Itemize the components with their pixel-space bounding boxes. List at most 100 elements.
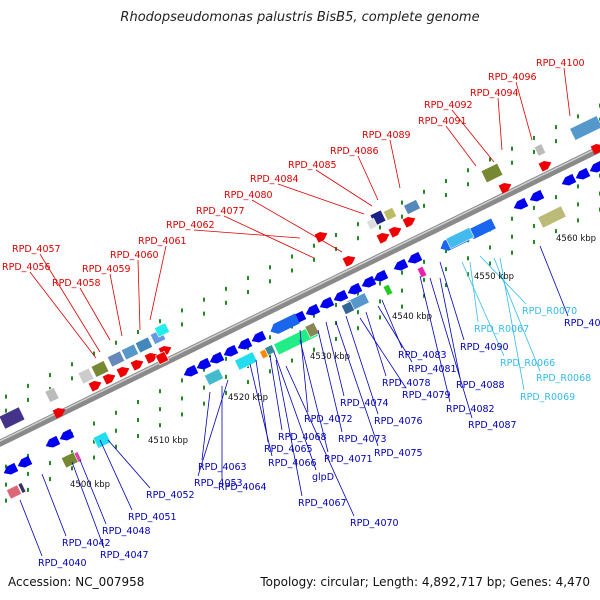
track-dot [379, 315, 381, 320]
track-dot [247, 276, 249, 281]
track-dot [115, 410, 117, 415]
forward-gene [116, 366, 130, 378]
track-dot [137, 433, 139, 438]
forward-gene [88, 380, 102, 392]
leader-line [299, 329, 309, 413]
gene-label: RPD_4067 [298, 498, 347, 509]
reverse-gene [223, 344, 239, 357]
track-dot [555, 229, 557, 234]
leader-line [325, 321, 345, 397]
gene-label: RPD_4070 [350, 518, 399, 529]
leader-line [201, 391, 211, 461]
feature-block [90, 360, 110, 378]
leader-line [335, 321, 379, 447]
track-dot [577, 114, 579, 119]
genome-summary: Topology: circular; Length: 4,892,717 bp… [260, 575, 590, 589]
track-dot [93, 439, 95, 444]
gene-label: RPD_4081 [408, 364, 457, 375]
leader-line [107, 439, 151, 489]
feature-block [533, 143, 547, 157]
feature-block [154, 350, 170, 366]
track-dot [269, 335, 271, 340]
gene-label: RPD_4066 [268, 458, 317, 469]
gene-label: RPD_R0066 [500, 358, 555, 369]
track-dot [225, 300, 227, 305]
leader-line [315, 169, 373, 207]
leader-line [71, 461, 105, 549]
track-dot [49, 373, 51, 378]
leader-line [515, 81, 533, 141]
track-dot [467, 272, 469, 277]
leader-line [273, 351, 317, 471]
leader-line [429, 277, 473, 419]
track-dot [225, 374, 227, 379]
track-dot [511, 216, 513, 221]
track-dot [445, 249, 447, 254]
feature-block [366, 217, 378, 231]
gene-label: RPD_4091 [418, 116, 467, 127]
leader-line [99, 439, 133, 511]
feature-block [569, 115, 600, 141]
leader-line [275, 359, 303, 497]
track-dot [203, 311, 205, 316]
track-dot [577, 218, 579, 223]
leader-line [29, 271, 97, 359]
genome-backbone [0, 144, 600, 447]
track-dot [159, 423, 161, 428]
reverse-gene [17, 455, 33, 468]
gene-label: RPD_4061 [138, 236, 187, 247]
track-dot [137, 399, 139, 404]
track-dot [489, 261, 491, 266]
leader-line [197, 379, 229, 477]
gene-label: RPD_4051 [128, 512, 177, 523]
reverse-gene [45, 435, 61, 448]
leader-line [451, 109, 495, 163]
track-dot [401, 200, 403, 205]
track-dot [115, 340, 117, 345]
reverse-gene [196, 357, 212, 370]
track-dot [555, 139, 557, 144]
track-dot [335, 232, 337, 237]
track-dot [445, 283, 447, 288]
reverse-gene [373, 269, 389, 282]
gene-label: RPD_4072 [304, 414, 353, 425]
leader-line [439, 277, 461, 379]
track-dot [49, 461, 51, 466]
track-dot [533, 149, 535, 154]
gene-label: RPD_4090 [460, 342, 509, 353]
track-dot [489, 157, 491, 162]
track-dot [577, 202, 579, 207]
leader-line [39, 253, 101, 353]
feature-block [445, 226, 475, 250]
feature-block [0, 406, 26, 430]
feature-block [44, 387, 60, 403]
reverse-gene [251, 330, 267, 343]
gene-label: RPD_4062 [166, 220, 215, 231]
gene-label: glpD [312, 472, 334, 483]
track-dot [159, 389, 161, 394]
gene-label: RPD_4080 [224, 190, 273, 201]
feature-block [134, 336, 154, 354]
leader-line [419, 275, 451, 403]
leader-line [299, 339, 329, 453]
leader-line [461, 261, 505, 357]
reverse-gene [513, 197, 529, 210]
leader-line [41, 473, 67, 537]
leader-line [137, 259, 141, 331]
track-dot [313, 243, 315, 248]
track-dot [49, 477, 51, 482]
track-dot [401, 288, 403, 293]
gene-label: RPD_R0068 [536, 373, 591, 384]
gene-label: RPD_4052 [146, 490, 195, 501]
reverse-gene [3, 462, 19, 475]
forward-gene [342, 255, 356, 267]
track-dot [379, 225, 381, 230]
gene-label: RPD_4083 [398, 350, 447, 361]
gene-label: RPD_4100 [536, 58, 585, 69]
feature-block [154, 322, 170, 338]
gene-label: RPD_4094 [470, 88, 519, 99]
forward-gene [314, 231, 328, 243]
track-dot [335, 302, 337, 307]
leader-line [249, 363, 273, 457]
